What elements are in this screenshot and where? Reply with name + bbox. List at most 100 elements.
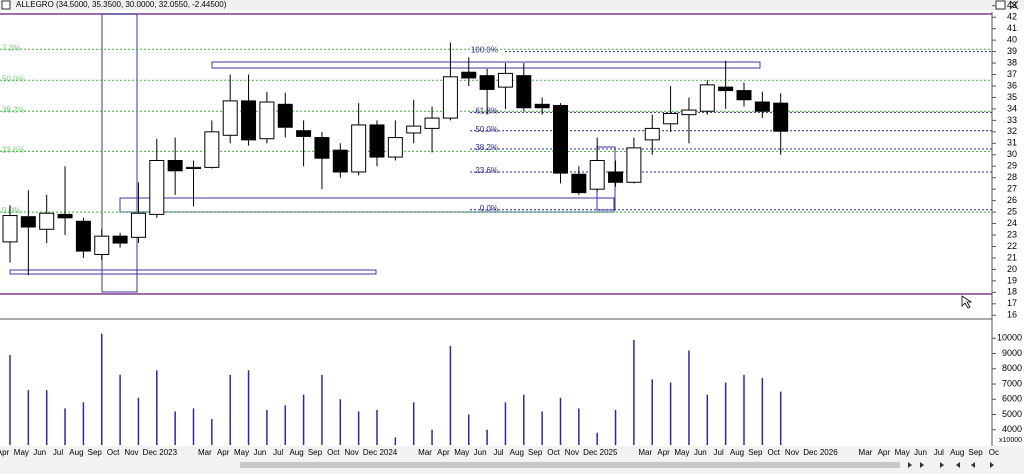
- candle-body: [424, 117, 440, 129]
- candle-body: [351, 124, 367, 173]
- y-tick-label: 32: [1007, 126, 1017, 136]
- y-tick-label: 42: [1007, 12, 1017, 22]
- x-tick-label: Mar: [859, 448, 873, 457]
- x-tick-label: Apr: [657, 448, 670, 457]
- candle-body: [20, 216, 36, 228]
- candle-body: [112, 235, 128, 244]
- x-tick-label: Sep: [308, 448, 323, 457]
- x-tick-label: Mar: [418, 448, 432, 457]
- candle-body: [699, 84, 715, 112]
- x-tick-label: Jul: [53, 448, 63, 457]
- candle-body: [149, 160, 165, 215]
- x-tick-label: Jun: [474, 448, 487, 457]
- x-tick-label: Jun: [694, 448, 707, 457]
- level-label: 0.0%: [2, 206, 20, 215]
- candle-body: [479, 75, 495, 90]
- level-label: 7.2%: [2, 43, 20, 52]
- title-bar: [0, 0, 1024, 10]
- scrollbar[interactable]: [240, 462, 900, 468]
- x-tick-label: Jul: [493, 448, 503, 457]
- x-tick-label: Jun: [914, 448, 927, 457]
- close-button[interactable]: [1009, 0, 1019, 10]
- drawing-box: [211, 61, 761, 69]
- drawing-box: [9, 269, 377, 275]
- candle-body: [571, 173, 587, 194]
- x-tick-label: May: [234, 448, 249, 457]
- candle-body: [259, 101, 275, 140]
- y-tick-label: 30: [1007, 149, 1017, 159]
- x-tick-label: Nov: [124, 448, 138, 457]
- x-tick-label: Dec: [803, 448, 817, 457]
- x-tick-label: May: [454, 448, 469, 457]
- candle-body: [277, 103, 293, 128]
- x-tick-label: Dec: [583, 448, 597, 457]
- candle-body: [314, 137, 330, 159]
- x-tick-label: Oct: [547, 448, 560, 457]
- candle-body: [461, 71, 477, 79]
- fib-label: 38.2%: [475, 143, 498, 152]
- x-tick-label: Jul: [273, 448, 283, 457]
- x-tick-label: Aug: [950, 448, 964, 457]
- y-tick-label: 33: [1007, 115, 1017, 125]
- x-tick-label: May: [14, 448, 29, 457]
- candle-body: [736, 90, 752, 101]
- x-tick-label: Jun: [33, 448, 46, 457]
- candle-body: [589, 160, 605, 190]
- candle-body: [296, 130, 312, 137]
- x-tick-label: Oc: [989, 448, 999, 457]
- y-tick-label: 19: [1007, 275, 1017, 285]
- y-tick-label: 21: [1007, 252, 1017, 262]
- y-tick-label: 38: [1007, 57, 1017, 67]
- candle-body: [222, 100, 238, 136]
- window-icon[interactable]: [1, 0, 11, 10]
- candle-body: [2, 215, 18, 243]
- volume-tick-label: 9000: [1002, 348, 1022, 358]
- y-tick-label: 18: [1007, 287, 1017, 297]
- candle-body: [369, 124, 385, 158]
- x-tick-label: Sep: [968, 448, 983, 457]
- maximize-button[interactable]: [995, 0, 1006, 10]
- x-tick-label: Oct: [107, 448, 120, 457]
- y-tick-label: 43: [1007, 0, 1017, 10]
- y-tick-label: 16: [1007, 310, 1017, 320]
- x-tick-label: Jun: [253, 448, 266, 457]
- y-tick-label: 28: [1007, 172, 1017, 182]
- volume-unit-label: x10000: [999, 437, 1022, 444]
- volume-tick-label: 5000: [1002, 409, 1022, 419]
- y-tick-label: 22: [1007, 241, 1017, 251]
- candle-body: [754, 101, 770, 112]
- x-tick-label: Apr: [437, 448, 450, 457]
- fib-label: 100.0%: [471, 46, 498, 55]
- x-tick-label: Mar: [638, 448, 652, 457]
- y-tick-label: 25: [1007, 206, 1017, 216]
- x-tick-label: Mar: [198, 448, 212, 457]
- x-tick-label: Aug: [510, 448, 524, 457]
- candle-body: [497, 72, 513, 88]
- y-tick-label: 24: [1007, 218, 1017, 228]
- y-tick-label: 39: [1007, 46, 1017, 56]
- candle-body: [644, 127, 660, 141]
- x-tick-label: Dec: [143, 448, 157, 457]
- x-tick-label: Sep: [88, 448, 103, 457]
- x-tick-label: Sep: [748, 448, 763, 457]
- fib-label: 23.6%: [475, 166, 498, 175]
- y-tick-label: 35: [1007, 92, 1017, 102]
- volume-tick-label: 8000: [1002, 363, 1022, 373]
- fib-label: 50.0%: [475, 125, 498, 134]
- y-tick-label: 26: [1007, 195, 1017, 205]
- candle-body: [534, 103, 550, 109]
- candle-body: [663, 112, 679, 125]
- volume-tick-label: 7000: [1002, 378, 1022, 388]
- y-tick-label: 41: [1007, 23, 1017, 33]
- fib-label: 0.0%: [480, 204, 498, 213]
- candle-body: [75, 220, 91, 252]
- candle-body: [553, 104, 568, 174]
- y-tick-label: 29: [1007, 161, 1017, 171]
- x-tick-label: Apr: [878, 448, 891, 457]
- y-tick-label: 34: [1007, 103, 1017, 113]
- candle-body: [387, 137, 403, 158]
- chart-title: ALLEGRO (34.5000, 35.3500, 30.0000, 32.0…: [16, 0, 227, 9]
- candle-body: [718, 86, 734, 92]
- x-tick-label: Apr: [217, 448, 230, 457]
